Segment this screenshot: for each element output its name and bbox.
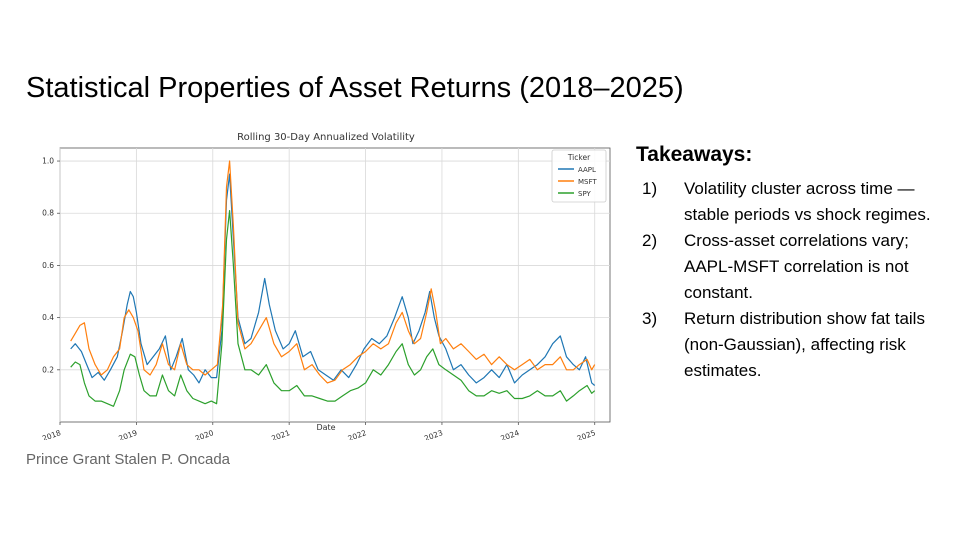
y-tick-label: 0.8	[42, 209, 54, 218]
x-tick-label: 2022	[347, 428, 368, 440]
x-tick-label: 2024	[499, 428, 520, 440]
x-tick-label: 2018	[41, 428, 62, 440]
y-tick-label: 1.0	[42, 157, 54, 166]
chart-axes: 2018 2019 2020 2021 2022 2023 2024 2025 0.2 0.4 0.…	[41, 157, 597, 440]
x-tick-label: 2025	[576, 428, 597, 440]
x-tick-label: 2021	[270, 428, 291, 440]
volatility-chart-svg: Rolling 30-Day Annualized Volatility 201…	[41, 132, 611, 440]
takeaway-number: 2)	[642, 231, 658, 250]
chart-title: Rolling 30-Day Annualized Volatility	[237, 132, 415, 143]
legend-label-aapl: AAPL	[578, 166, 596, 174]
legend-label-msft: MSFT	[578, 178, 597, 186]
takeaway-text: Volatility cluster across time — stable …	[684, 179, 931, 224]
takeaway-number: 1)	[642, 179, 658, 198]
series-line-spy	[70, 210, 596, 407]
takeaway-item: 1) Volatility cluster across time — stab…	[640, 176, 950, 228]
legend-box	[551, 149, 607, 203]
takeaway-item: 3) Return distribution show fat tails (n…	[640, 306, 950, 384]
legend-title: Ticker	[567, 153, 591, 162]
chart-legend: Ticker AAPL MSFT SPY	[551, 149, 607, 203]
y-tick-label: 0.2	[42, 365, 54, 374]
takeaway-item: 2) Cross-asset correlations vary; AAPL-M…	[640, 228, 950, 306]
takeaway-text: Cross-asset correlations vary; AAPL-MSFT…	[684, 231, 909, 302]
slide-title: Statistical Properties of Asset Returns …	[26, 72, 684, 104]
x-tick-label: 2020	[194, 428, 215, 440]
y-tick-label: 0.6	[42, 261, 54, 270]
chart-grid	[59, 148, 610, 422]
x-axis-label: Date	[316, 423, 335, 432]
author-name: Prince Grant Stalen P. Oncada	[26, 451, 231, 468]
legend-label-spy: SPY	[578, 190, 592, 198]
y-tick-label: 0.4	[42, 313, 54, 322]
series-line-aapl	[70, 173, 596, 386]
chart-series	[70, 160, 596, 407]
plot-area	[59, 147, 611, 423]
series-line-msft	[70, 160, 596, 384]
takeaway-text: Return distribution show fat tails (non-…	[684, 309, 925, 380]
takeaways-list: 1) Volatility cluster across time — stab…	[640, 176, 950, 384]
volatility-chart: Rolling 30-Day Annualized Volatility 201…	[14, 124, 614, 440]
takeaway-number: 3)	[642, 309, 658, 328]
x-tick-label: 2023	[423, 428, 444, 440]
takeaways-heading: Takeaways:	[636, 143, 753, 166]
x-tick-label: 2019	[117, 428, 138, 440]
